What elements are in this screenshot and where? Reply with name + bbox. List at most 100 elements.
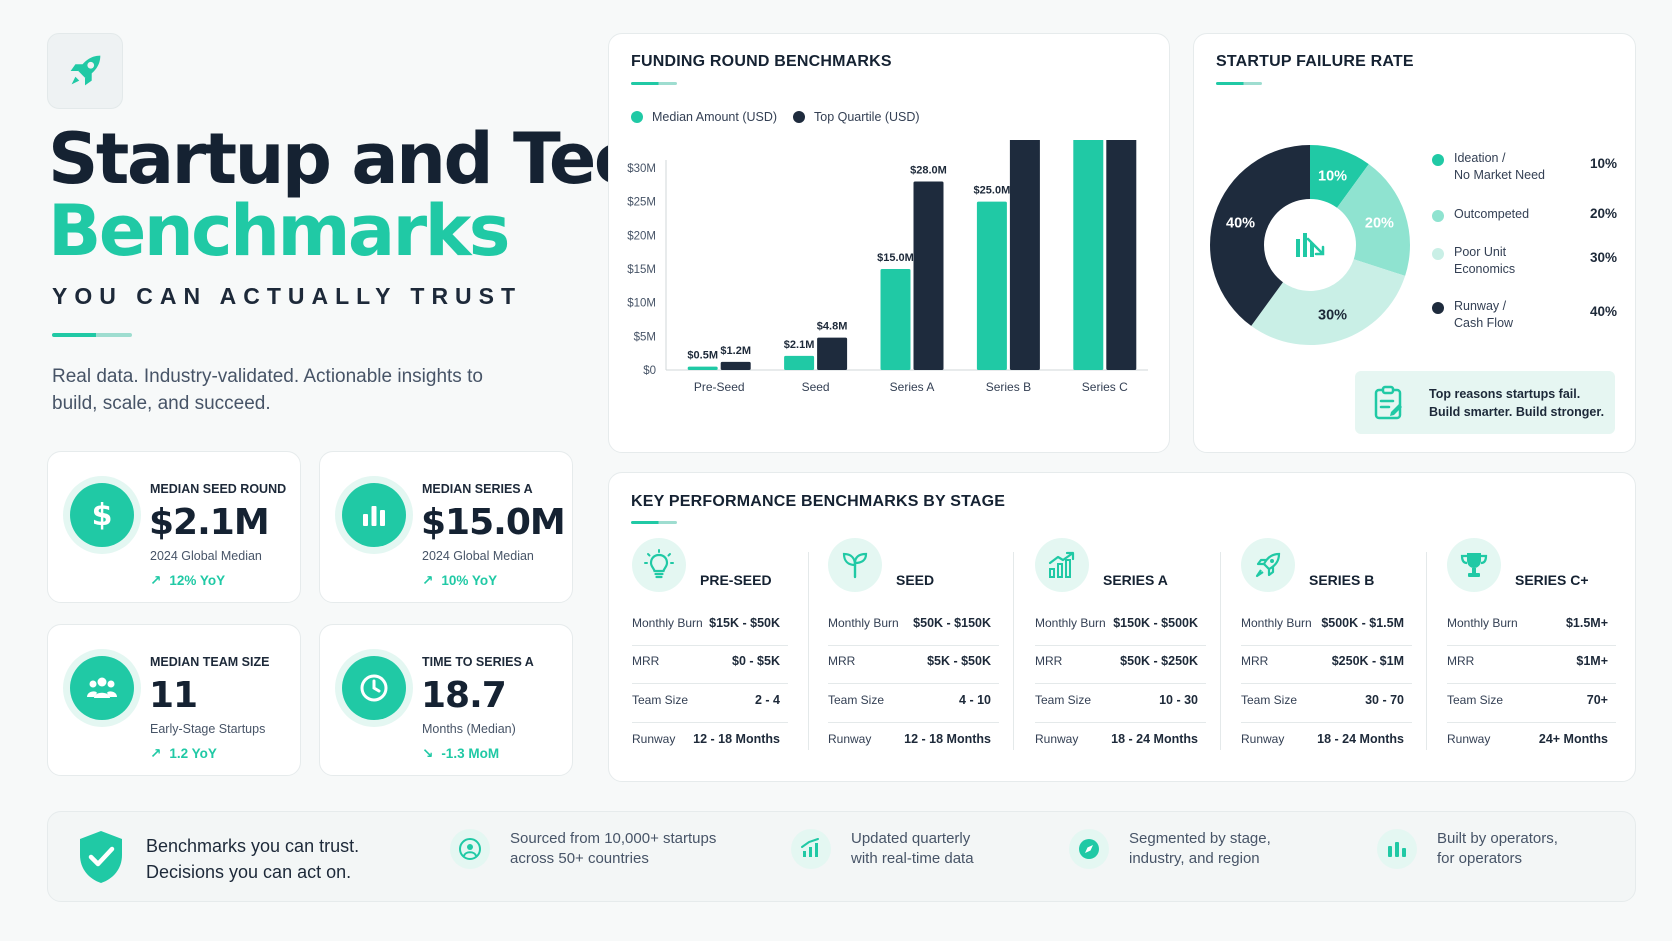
footer-item: Segmented by stage, industry, and region xyxy=(1069,829,1271,869)
stage-row: Monthly Burn $50K - $150K xyxy=(828,608,999,646)
stage-row: Runway 24+ Months xyxy=(1447,732,1608,746)
y-tick-label: $25M xyxy=(627,197,656,209)
footer-item-text: Segmented by stage, industry, and region xyxy=(1129,830,1271,867)
stage-row: Monthly Burn $1.5M+ xyxy=(1447,608,1616,646)
bar-top-quartile xyxy=(817,337,848,370)
bar-median xyxy=(1073,140,1104,370)
svg-text:$: $ xyxy=(92,498,113,532)
failure-note: Top reasons startups fail. Build smarter… xyxy=(1355,371,1615,434)
clipboard-icon xyxy=(1374,385,1402,420)
column-divider xyxy=(1426,552,1427,750)
title-accent xyxy=(1216,82,1262,85)
y-tick-label: $20M xyxy=(627,230,656,242)
rocket-icon xyxy=(1241,538,1295,592)
stage-row: Monthly Burn $15K - $50K xyxy=(632,608,788,646)
lightbulb-icon xyxy=(632,538,686,592)
clock-icon xyxy=(342,656,406,720)
y-tick-label: $15M xyxy=(627,264,656,276)
intro-text: Real data. Industry-validated. Actionabl… xyxy=(52,366,483,414)
trend-down-icon: ↘ xyxy=(422,746,434,761)
kpi-card-series-a: MEDIAN SERIES A $15.0M 2024 Global Media… xyxy=(319,451,573,603)
title-accent xyxy=(631,82,677,85)
footer-item: Built by operators, for operators xyxy=(1377,829,1558,869)
title-accent xyxy=(631,521,677,524)
kpi-value: $2.1M xyxy=(149,502,270,543)
stage-row: Runway 12 - 18 Months xyxy=(828,732,991,746)
y-tick-label: $5M xyxy=(634,331,656,343)
kpi-label: TIME TO SERIES A xyxy=(422,655,534,669)
stage-name: SERIES A xyxy=(1103,572,1168,588)
stage-row: Runway 18 - 24 Months xyxy=(1241,732,1404,746)
kpi-trend: ↗ 10% YoY xyxy=(422,573,498,588)
legend-swatch xyxy=(1432,154,1444,166)
rocket-logo-icon xyxy=(70,55,101,86)
stage-row: Monthly Burn $150K - $500K xyxy=(1035,608,1206,646)
kpi-label: MEDIAN SEED ROUND xyxy=(150,482,287,496)
team-icon xyxy=(70,656,134,720)
bar-median xyxy=(784,355,815,370)
bar-median xyxy=(976,201,1007,370)
page-title-line1: Startup and Tech xyxy=(48,118,683,200)
legend-top-quartile: Top Quartile (USD) xyxy=(793,110,920,124)
x-tick-label: Series B xyxy=(986,380,1031,394)
y-tick-label: $10M xyxy=(627,298,656,310)
stage-row: Team Size 4 - 10 xyxy=(828,685,999,723)
center-chart-icon xyxy=(1296,233,1325,257)
kpi-trend: ↘ -1.3 MoM xyxy=(422,746,500,761)
donut-slice xyxy=(1251,259,1406,345)
footer-item-text: Sourced from 10,000+ startups across 50+… xyxy=(510,830,717,867)
slice-label: 20% xyxy=(1365,215,1394,231)
legend-swatch xyxy=(1432,302,1444,314)
stage-row: MRR $250K - $1M xyxy=(1241,646,1412,684)
stage-row: MRR $5K - $50K xyxy=(828,646,999,684)
footer-item-text: Updated quarterly with real-time data xyxy=(851,830,974,867)
x-tick-label: Series A xyxy=(890,380,935,394)
y-tick-label: $0 xyxy=(643,365,656,377)
stage-row: Team Size 70+ xyxy=(1447,685,1616,723)
bars-icon xyxy=(1377,829,1417,869)
slice-label: 10% xyxy=(1318,169,1347,185)
kpi-subtext: Months (Median) xyxy=(422,722,516,736)
kpi-label: MEDIAN TEAM SIZE xyxy=(150,655,270,669)
column-divider xyxy=(1013,552,1014,750)
stage-row: Team Size 30 - 70 xyxy=(1241,685,1412,723)
legend-swatch xyxy=(793,111,805,123)
shield-check-icon xyxy=(80,831,122,883)
footer-item-text: Built by operators, for operators xyxy=(1437,830,1558,867)
footer-item: Sourced from 10,000+ startups across 50+… xyxy=(450,829,716,869)
stage-name: SERIES C+ xyxy=(1515,572,1589,588)
bar-data-label: $15.0M xyxy=(877,252,914,264)
kpi-value: 18.7 xyxy=(421,675,507,716)
kpi-subtext: Early-Stage Startups xyxy=(150,722,266,736)
legend-swatch xyxy=(631,111,643,123)
kpi-trend: ↗ 12% YoY xyxy=(150,573,226,588)
stage-name: PRE-SEED xyxy=(700,572,772,588)
donut-slice xyxy=(1337,164,1410,276)
x-tick-label: Pre-Seed xyxy=(694,380,745,394)
stage-benchmarks-title: KEY PERFORMANCE BENCHMARKS BY STAGE xyxy=(631,493,1006,510)
stage-row: MRR $50K - $250K xyxy=(1035,646,1206,684)
slice-label: 40% xyxy=(1226,215,1255,231)
stage-row: Team Size 10 - 30 xyxy=(1035,685,1206,723)
note-line1: Top reasons startups fail. xyxy=(1429,387,1581,401)
x-tick-label: Series C xyxy=(1082,380,1128,394)
kpi-card-team-size: MEDIAN TEAM SIZE 11 Early-Stage Startups… xyxy=(47,624,301,776)
donut-slice xyxy=(1310,145,1369,208)
slice-label: 30% xyxy=(1318,307,1347,323)
stage-name: SEED xyxy=(896,572,935,588)
kpi-subtext: 2024 Global Median xyxy=(422,549,534,563)
trend-up-icon: ↗ xyxy=(150,746,162,761)
failure-legend-item: Runway / Cash Flow 40% xyxy=(1432,298,1617,334)
bar-data-label: $25.0M xyxy=(974,185,1011,197)
failure-donut-chart: 10% 20% 30% 40% xyxy=(1210,145,1410,345)
sprout-icon xyxy=(828,538,882,592)
bar-median xyxy=(687,366,718,370)
bar-data-label: $1.2M xyxy=(720,345,751,357)
column-divider xyxy=(1220,552,1221,750)
kpi-trend: ↗ 1.2 YoY xyxy=(150,746,217,761)
stage-row: Runway 18 - 24 Months xyxy=(1035,732,1198,746)
bar-top-quartile xyxy=(1009,140,1040,370)
failure-legend-item: Poor Unit Economics 30% xyxy=(1432,244,1617,280)
dollar-icon: $ xyxy=(70,483,134,547)
kpi-subtext: 2024 Global Median xyxy=(150,549,262,563)
